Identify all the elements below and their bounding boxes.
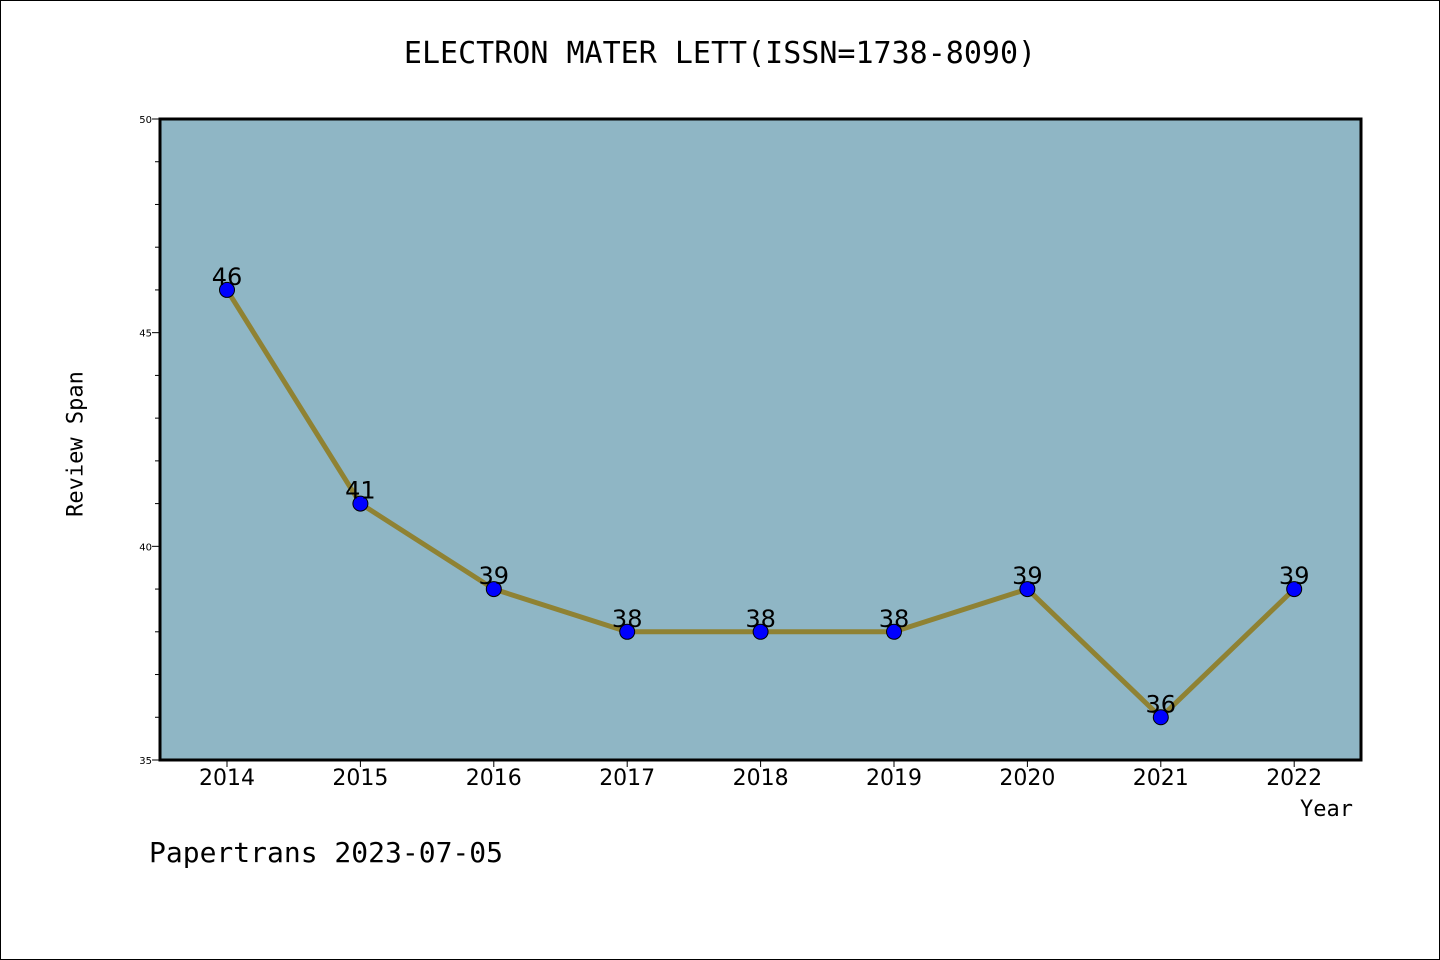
data-points	[219, 281, 1303, 726]
data-label: 38	[879, 605, 910, 633]
x-tick-label: 2017	[599, 766, 655, 791]
data-point	[1286, 581, 1303, 598]
y-tick-label: 50	[139, 115, 152, 126]
y-axis-ticks: 35 40 45 50	[139, 115, 160, 767]
x-tick-label: 2019	[866, 766, 922, 791]
data-label: 39	[1012, 562, 1043, 590]
y-tick-label: 45	[139, 329, 152, 340]
data-point	[619, 623, 636, 640]
x-tick-label: 2016	[466, 766, 522, 791]
data-labels: 46 41 39 38 38 38 39 36 39	[212, 263, 1310, 718]
y-tick-label: 40	[139, 542, 152, 553]
x-tick-label: 2020	[999, 766, 1055, 791]
data-point	[886, 623, 902, 640]
x-axis-ticks: 2014 2015 2016 2017 2018 2019 2020 2021 2022	[199, 760, 1322, 791]
x-tick-label: 2022	[1266, 766, 1322, 791]
data-label: 41	[345, 477, 376, 505]
data-point	[352, 495, 369, 512]
x-tick-label: 2021	[1133, 766, 1189, 791]
data-point	[1019, 581, 1036, 598]
x-tick-label: 2018	[733, 766, 789, 791]
data-point	[752, 623, 769, 640]
y-tick-label: 35	[139, 756, 152, 767]
data-point	[1152, 709, 1169, 726]
data-label: 46	[212, 263, 243, 291]
data-label: 38	[745, 605, 776, 633]
x-tick-label: 2015	[332, 766, 388, 791]
plot-border	[158, 117, 1363, 762]
data-point	[485, 581, 502, 598]
plot-area	[160, 119, 1361, 760]
footer-note: Papertrans 2023-07-05	[149, 836, 504, 869]
data-label: 39	[479, 562, 510, 590]
chart-title: ELECTRON MATER LETT(ISSN=1738-8090)	[403, 36, 1037, 71]
x-axis-label: Year	[1300, 797, 1353, 822]
x-tick-label: 2014	[199, 766, 255, 791]
data-point	[219, 281, 235, 298]
data-label: 38	[612, 605, 643, 633]
data-label: 36	[1146, 690, 1177, 718]
data-label: 39	[1279, 562, 1310, 590]
